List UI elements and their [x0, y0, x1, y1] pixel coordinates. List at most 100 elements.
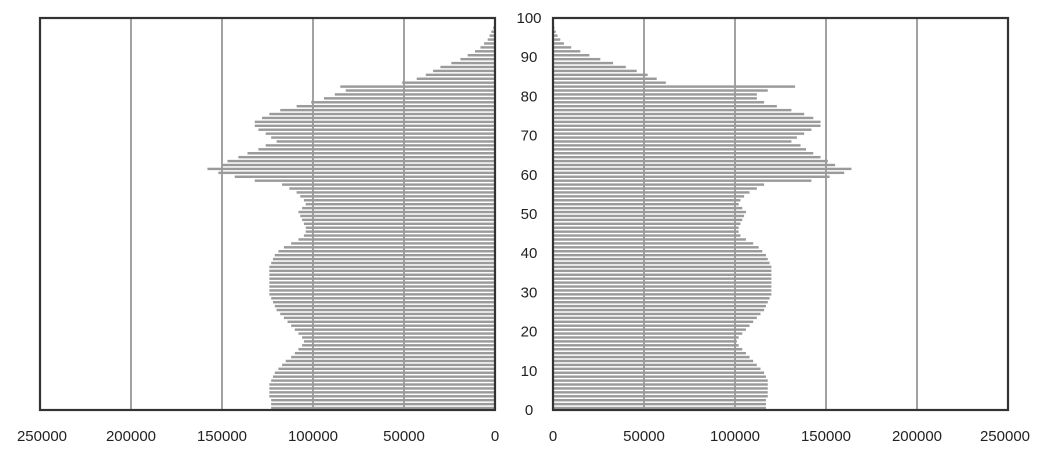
right-x-tick-label: 250000	[980, 428, 1030, 445]
right-bar	[553, 238, 746, 241]
right-x-tick-label: 50000	[623, 428, 665, 445]
right-bar	[553, 344, 739, 347]
left-bar	[474, 50, 495, 53]
right-bar	[553, 234, 741, 237]
age-tick-label: 90	[521, 49, 538, 66]
right-bar	[553, 171, 845, 175]
right-bar	[553, 265, 772, 269]
left-bar	[218, 171, 496, 175]
right-bar	[553, 293, 772, 296]
right-bar	[553, 289, 772, 292]
left-bar	[294, 328, 495, 331]
left-bar	[460, 57, 495, 61]
right-bar	[553, 371, 765, 374]
right-bar	[553, 191, 750, 194]
right-bar	[553, 199, 741, 202]
left-bar	[265, 144, 495, 147]
left-bar	[402, 81, 495, 84]
right-bar	[553, 42, 564, 45]
right-bar	[553, 308, 765, 312]
right-bar	[553, 148, 806, 151]
right-bar	[553, 348, 743, 351]
right-bar	[553, 246, 759, 249]
right-x-tick-label: 200000	[892, 428, 942, 445]
right-bar	[553, 359, 754, 363]
right-bar	[553, 214, 745, 218]
left-bar	[269, 281, 495, 284]
right-bar	[553, 285, 772, 288]
right-bar	[553, 253, 766, 257]
left-bar	[298, 348, 495, 351]
left-bar	[271, 402, 495, 406]
left-bar	[234, 175, 496, 178]
right-bar	[553, 195, 745, 198]
right-bar	[553, 297, 770, 300]
right-bar	[553, 144, 801, 147]
left-bar	[272, 257, 495, 261]
right-bar	[553, 155, 821, 159]
right-bar	[553, 261, 770, 265]
left-bar	[269, 273, 495, 276]
left-bar	[227, 159, 495, 163]
right-bar	[553, 159, 828, 163]
left-bar	[287, 320, 495, 324]
right-bar	[553, 379, 768, 382]
left-bar	[334, 93, 495, 96]
left-bar	[274, 304, 495, 308]
right-bar	[553, 140, 792, 143]
left-bar	[269, 285, 495, 288]
left-bar	[271, 379, 495, 382]
left-bar	[303, 234, 495, 237]
left-bar	[278, 250, 495, 253]
left-bar	[274, 253, 495, 257]
right-bar	[553, 30, 556, 33]
right-bar	[553, 355, 750, 359]
right-bar	[553, 402, 766, 406]
left-bar	[285, 359, 495, 363]
right-bar	[553, 163, 836, 167]
right-bar	[553, 398, 766, 402]
left-bar	[302, 218, 495, 222]
left-bar	[340, 85, 495, 88]
left-bar	[440, 65, 495, 69]
right-bar	[553, 332, 743, 335]
left-bar	[298, 332, 495, 335]
right-bar	[553, 320, 754, 324]
left-bar	[296, 104, 495, 108]
left-bar	[269, 265, 495, 269]
right-bar	[553, 77, 657, 80]
left-x-tick-label: 100000	[288, 428, 338, 445]
right-bar	[553, 226, 739, 229]
right-bar	[553, 316, 757, 320]
right-bar	[553, 387, 768, 390]
right-bar	[553, 120, 821, 124]
right-bar	[553, 383, 768, 386]
left-x-tick-label: 0	[491, 428, 499, 445]
age-tick-label: 60	[521, 167, 538, 184]
left-bar	[300, 195, 495, 198]
age-axis: 0 10 20 30 40 50 60 70 80 90 100	[516, 10, 541, 419]
right-bar	[553, 116, 814, 120]
left-bar	[271, 261, 495, 265]
right-x-tick-label: 150000	[801, 428, 851, 445]
left-x-tick-label: 250000	[17, 428, 67, 445]
age-tick-label: 80	[521, 88, 538, 105]
left-bar	[484, 42, 495, 45]
left-bar	[296, 191, 495, 194]
age-tick-label: 100	[516, 10, 541, 27]
right-bar	[553, 391, 768, 394]
right-bar	[553, 187, 757, 190]
right-bar	[553, 152, 814, 155]
left-gridlines	[130, 18, 405, 410]
left-bar	[274, 371, 495, 374]
right-bar	[553, 269, 772, 273]
right-bar	[553, 128, 812, 131]
left-bar	[254, 124, 495, 128]
right-bar	[553, 336, 739, 339]
right-bar	[553, 81, 666, 84]
left-bar	[254, 179, 495, 182]
left-plot-frame	[38, 16, 497, 412]
right-bar	[553, 73, 648, 77]
right-bar	[553, 363, 757, 367]
right-bar	[553, 112, 805, 116]
